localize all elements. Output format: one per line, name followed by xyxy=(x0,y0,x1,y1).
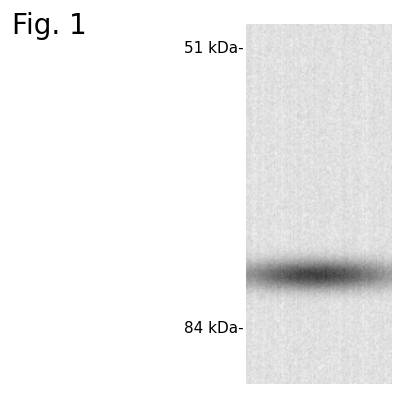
Text: 84 kDa-: 84 kDa- xyxy=(184,321,243,336)
Text: Fig. 1: Fig. 1 xyxy=(12,12,87,40)
Text: 51 kDa-: 51 kDa- xyxy=(184,41,243,56)
